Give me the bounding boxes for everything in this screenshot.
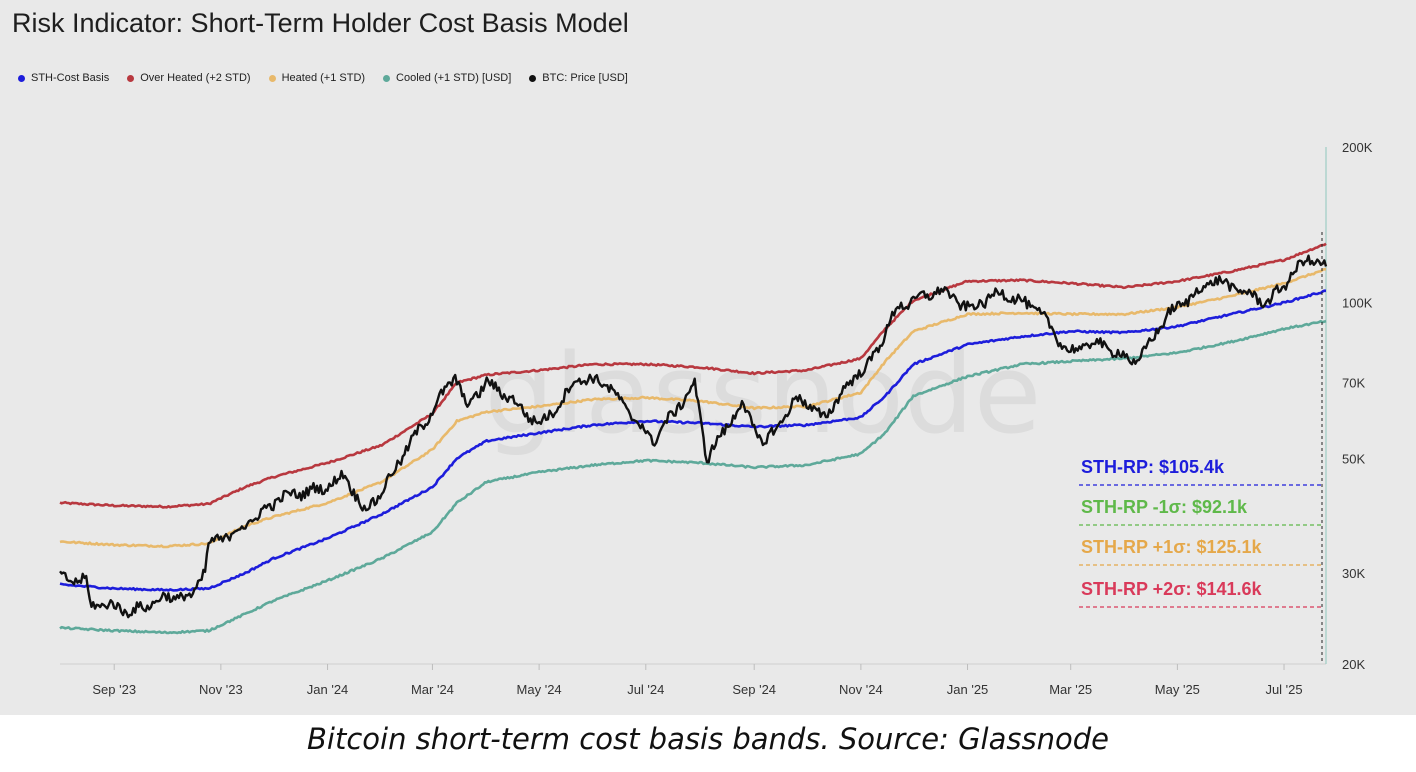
legend-label: STH-Cost Basis bbox=[31, 72, 110, 84]
x-tick-label: Jul '25 bbox=[1265, 682, 1302, 697]
series-line-over-heated-2-std- bbox=[59, 242, 1327, 509]
series-line-heated-1-std- bbox=[59, 267, 1327, 549]
chart-panel bbox=[0, 0, 1416, 715]
legend-dot-icon bbox=[529, 74, 537, 82]
legend-label: BTC: Price [USD] bbox=[542, 72, 628, 84]
legend-dot-icon bbox=[383, 74, 391, 82]
x-tick-label: May '25 bbox=[1155, 682, 1200, 697]
sth-rp-annotation: STH-RP -1σ: $92.1k bbox=[1081, 497, 1248, 517]
sth-rp-annotation: STH-RP +1σ: $125.1k bbox=[1081, 537, 1263, 557]
x-tick-label: May '24 bbox=[517, 682, 562, 697]
y-tick-label: 200K bbox=[1342, 140, 1373, 155]
legend-label: Heated (+1 STD) bbox=[281, 72, 366, 84]
x-tick-label: Jul '24 bbox=[627, 682, 664, 697]
legend-item-btc-price[interactable]: BTC: Price [USD] bbox=[529, 72, 628, 84]
legend: STH-Cost Basis Over Heated (+2 STD) Heat… bbox=[18, 70, 646, 86]
x-tick-label: Nov '24 bbox=[839, 682, 883, 697]
legend-item-over-heated[interactable]: Over Heated (+2 STD) bbox=[127, 72, 251, 84]
legend-item-sth-cost-basis[interactable]: STH-Cost Basis bbox=[18, 72, 109, 84]
y-tick-label: 30K bbox=[1342, 566, 1365, 581]
legend-dot-icon bbox=[127, 74, 135, 82]
legend-dot-icon bbox=[268, 74, 276, 82]
series-line-btc-price-usd- bbox=[59, 254, 1328, 619]
sth-rp-annotation: STH-RP +2σ: $141.6k bbox=[1081, 579, 1263, 599]
legend-item-cooled[interactable]: Cooled (+1 STD) [USD] bbox=[383, 72, 511, 84]
y-tick-label: 20K bbox=[1342, 657, 1365, 672]
x-tick-label: Jan '24 bbox=[307, 682, 349, 697]
y-tick-label: 100K bbox=[1342, 296, 1373, 311]
legend-item-heated[interactable]: Heated (+1 STD) bbox=[268, 72, 366, 84]
chart-title: Risk Indicator: Short-Term Holder Cost B… bbox=[12, 8, 629, 38]
x-tick-label: Mar '24 bbox=[411, 682, 454, 697]
y-tick-label: 50K bbox=[1342, 451, 1365, 466]
x-tick-label: Nov '23 bbox=[199, 682, 243, 697]
legend-dot-icon bbox=[18, 74, 25, 82]
figure-caption: Bitcoin short-term cost basis bands. Sou… bbox=[307, 722, 1109, 756]
sth-rp-annotation: STH-RP: $105.4k bbox=[1081, 457, 1225, 477]
x-tick-label: Mar '25 bbox=[1049, 682, 1092, 697]
y-tick-label: 70K bbox=[1342, 376, 1365, 391]
series-line-sth-cost-basis bbox=[59, 289, 1327, 592]
legend-label: Over Heated (+2 STD) bbox=[140, 72, 251, 84]
x-tick-label: Sep '23 bbox=[92, 682, 136, 697]
series-line-cooled-1-std-usd- bbox=[59, 319, 1327, 635]
legend-label: Cooled (+1 STD) [USD] bbox=[396, 72, 512, 84]
x-tick-label: Jan '25 bbox=[947, 682, 989, 697]
x-tick-label: Sep '24 bbox=[732, 682, 776, 697]
